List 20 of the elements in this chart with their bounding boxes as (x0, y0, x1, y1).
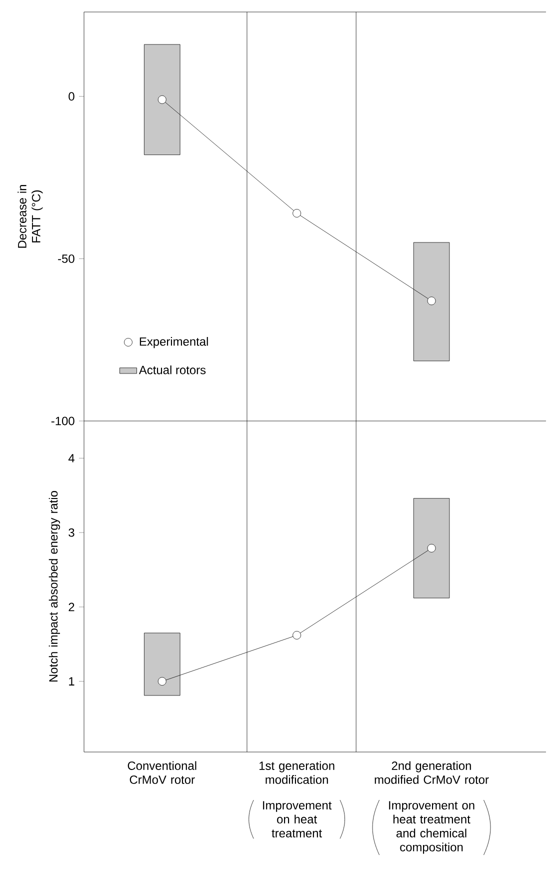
y-tick-label: 4 (68, 454, 74, 462)
point (427, 544, 436, 552)
point (158, 95, 166, 104)
x-tick-label: 1st generation modification (260, 761, 334, 784)
y-axis-title: Decrease in FATT (°C) (18, 185, 43, 248)
y-tick-label: 2 (68, 602, 74, 612)
y-tick-label: 0 (68, 92, 74, 101)
y-tick-label: 1 (69, 677, 74, 686)
legend-label: Actual rotors (138, 365, 206, 374)
y-tick-label: 3 (68, 528, 74, 537)
x-tick-label: 2nd generation modified CrMoV rotor (374, 761, 489, 784)
x-tick-label: Conventional CrMoV rotor (128, 761, 196, 784)
y-tick-label: -100 (51, 416, 74, 426)
text: Improvement on heat treatment (263, 801, 332, 838)
y-axis-title: Notch impact absorbed energy ratio (48, 491, 60, 682)
y-tick-label: -50 (58, 254, 74, 263)
legend-label: Experimental (140, 337, 208, 348)
point (427, 296, 436, 306)
point (158, 677, 166, 686)
text: Improvement on heat treatment and chemical composition (389, 801, 474, 854)
